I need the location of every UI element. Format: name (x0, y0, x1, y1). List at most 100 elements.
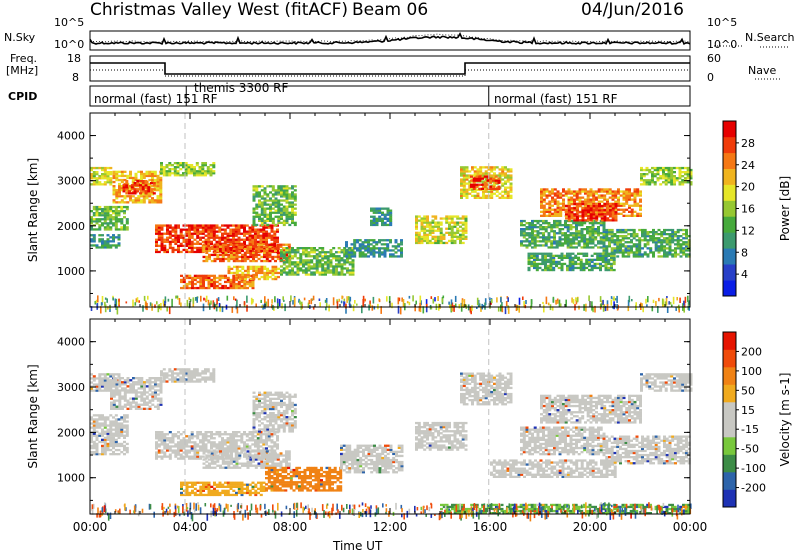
power-panel-cell (656, 171, 660, 174)
power-panel-cell (120, 172, 124, 176)
power-panel-cell (558, 236, 562, 239)
power-panel-cell (103, 216, 107, 219)
power-panel-cell (420, 241, 424, 245)
power-panel-cell (494, 175, 498, 178)
power-panel-cell (553, 208, 557, 211)
power-panel-cell (120, 226, 124, 229)
power-panel-noise-point (507, 306, 510, 314)
power-panel-cell (674, 249, 677, 252)
power-panel-cell (632, 243, 636, 246)
power-panel-cell (353, 241, 357, 244)
power-panel-cell (271, 199, 275, 202)
power-panel-cell (552, 268, 556, 272)
power-panel-cell (118, 187, 121, 190)
power-panel-cell (448, 239, 451, 243)
power-panel-cell (583, 236, 587, 239)
velocity-panel-cell (101, 438, 104, 441)
power-panel-cell (506, 168, 510, 171)
power-panel-noise-point (627, 299, 630, 306)
power-panel-cell (561, 232, 565, 235)
power-panel-cell (431, 229, 435, 232)
power-panel-cell (628, 196, 631, 199)
power-panel-cell (674, 233, 677, 236)
power-panel-noise-point (340, 300, 343, 304)
power-panel-cell (258, 193, 261, 196)
power-panel-cell (166, 226, 169, 229)
power-panel-cell (617, 192, 620, 195)
velocity-panel-cell (159, 385, 163, 388)
power-panel-cell (610, 249, 614, 252)
power-panel-cell (177, 238, 180, 241)
power-panel-cell (606, 188, 609, 191)
power-panel-noise-point (430, 296, 433, 299)
power-panel-cell (109, 173, 113, 176)
power-panel-noise-point (471, 305, 473, 311)
power-panel-cell (622, 192, 626, 195)
power-panel-cell (112, 201, 116, 204)
power-panel-cell (185, 286, 189, 290)
velocity-panel-cell (143, 387, 146, 390)
power-panel-cell (185, 242, 189, 245)
power-panel-cell (439, 229, 443, 232)
power-panel-cell (506, 196, 510, 199)
power-panel-cell (332, 271, 336, 274)
power-panel-noise-point (601, 300, 603, 306)
power-panel-cell (202, 282, 205, 286)
power-panel-cell (375, 247, 379, 250)
power-panel-cell (530, 260, 534, 264)
power-panel-cell (612, 258, 616, 261)
power-panel-cell (133, 190, 137, 193)
power-panel-cell (628, 194, 631, 197)
power-panel-cell (453, 233, 457, 236)
power-panel-cell (587, 211, 590, 214)
power-panel-cell (291, 267, 294, 270)
power-panel-cell (646, 239, 650, 242)
power-panel-cell (415, 215, 418, 218)
power-panel-cell (205, 251, 209, 254)
power-panel-cell (109, 228, 113, 231)
power-panel-cell (282, 269, 286, 272)
power-panel-cell (591, 242, 595, 245)
power-panel-cell (584, 203, 588, 206)
power-panel-cell (267, 226, 271, 229)
velocity-panel-cell (121, 395, 124, 398)
power-panel-cell (584, 219, 588, 222)
velocity-panel-cell (140, 399, 144, 402)
power-panel-cell (269, 203, 272, 206)
power-panel-cell (465, 168, 469, 171)
power-panel-cell (271, 277, 275, 281)
power-panel-cell (114, 244, 118, 247)
power-panel-cell (315, 249, 319, 252)
power-panel-cell (431, 215, 435, 218)
velocity-panel-cell (154, 397, 157, 400)
power-panel-cell (258, 203, 261, 206)
power-panel-cell (351, 259, 355, 262)
power-panel-cell (160, 162, 163, 165)
power-panel-noise-point (571, 297, 573, 303)
power-panel-cell (641, 253, 644, 256)
power-panel-cell (221, 238, 224, 241)
power-panel-cell (586, 202, 590, 205)
power-panel-cell (168, 246, 172, 250)
power-panel-cell (182, 248, 186, 252)
power-panel-noise-point (364, 298, 366, 302)
power-panel-cell (590, 260, 594, 264)
power-panel-cell (464, 221, 468, 224)
power-panel-noise-point (408, 301, 411, 306)
power-panel-cell (493, 192, 496, 195)
power-panel-cell (267, 232, 271, 235)
power-panel-cell (630, 212, 634, 215)
power-panel-cell (633, 190, 637, 193)
power-panel-cell (541, 258, 545, 261)
power-panel-cell (464, 217, 468, 220)
power-panel-cell (122, 184, 126, 187)
power-panel-cell (304, 253, 308, 256)
power-panel-cell (682, 251, 686, 254)
power-panel-cell (188, 236, 191, 239)
power-panel-cell (553, 219, 556, 223)
power-panel-cell (544, 244, 548, 247)
power-panel-cell (184, 166, 188, 169)
power-panel-cell (640, 183, 643, 186)
power-panel-cell (112, 170, 116, 173)
power-panel-cell (638, 253, 642, 256)
